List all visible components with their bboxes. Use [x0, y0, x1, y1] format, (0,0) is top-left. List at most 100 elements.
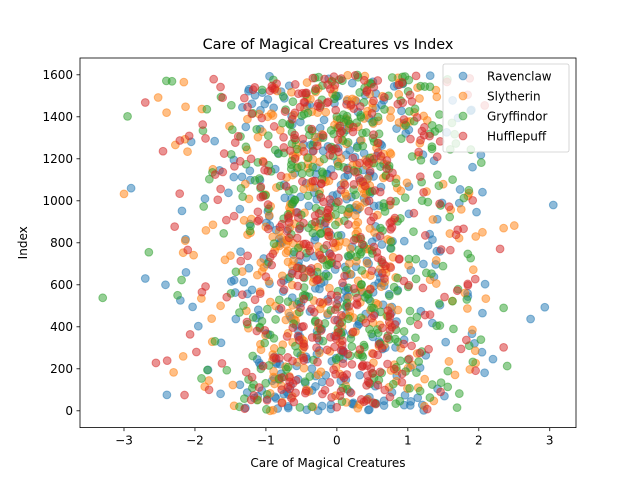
data-point	[277, 219, 287, 229]
data-point	[397, 77, 407, 87]
data-point	[495, 244, 505, 254]
data-point	[98, 293, 108, 303]
data-point	[207, 314, 217, 324]
data-point	[422, 404, 432, 414]
data-point	[386, 237, 396, 247]
data-point	[307, 124, 317, 134]
data-point	[280, 107, 290, 116]
data-point	[260, 325, 270, 335]
data-point	[241, 367, 251, 377]
data-point	[175, 136, 185, 145]
data-point	[229, 211, 239, 221]
data-point	[283, 353, 293, 362]
data-point	[323, 97, 333, 107]
data-point	[471, 232, 481, 241]
data-point	[348, 153, 358, 163]
data-point	[308, 73, 318, 83]
data-point	[384, 291, 394, 301]
data-point	[284, 211, 293, 221]
data-point	[356, 232, 365, 242]
data-point	[248, 312, 258, 322]
data-point	[319, 115, 329, 125]
data-point	[199, 202, 209, 211]
data-point	[461, 335, 471, 345]
data-point	[327, 392, 337, 402]
data-point	[369, 96, 378, 106]
data-point	[480, 279, 490, 289]
data-point	[334, 327, 343, 337]
y-tick-label: 1400	[42, 110, 73, 124]
data-point	[445, 212, 455, 222]
data-point	[265, 297, 275, 307]
data-point	[231, 314, 241, 324]
data-point	[468, 195, 478, 205]
data-point	[358, 141, 368, 151]
data-point	[140, 98, 150, 107]
data-point	[344, 302, 354, 311]
data-point	[459, 193, 469, 203]
data-point	[343, 220, 353, 229]
data-point	[169, 367, 179, 377]
data-point	[301, 239, 311, 249]
data-point	[324, 227, 334, 237]
data-point	[480, 368, 490, 378]
data-point	[348, 122, 358, 132]
data-point	[468, 265, 478, 275]
data-point	[299, 363, 309, 373]
data-point	[257, 113, 267, 123]
data-point	[415, 386, 425, 396]
data-point	[416, 155, 426, 165]
data-point	[349, 284, 359, 293]
data-point	[379, 92, 389, 102]
data-point	[263, 131, 273, 141]
data-point	[478, 308, 487, 318]
data-point	[226, 251, 235, 261]
data-point	[428, 215, 438, 224]
data-point	[213, 195, 223, 205]
data-point	[481, 294, 491, 304]
data-point	[254, 174, 264, 183]
data-point	[305, 372, 315, 381]
data-point	[177, 275, 186, 285]
data-point	[200, 194, 210, 204]
data-point	[431, 256, 441, 265]
data-point	[409, 208, 419, 218]
data-point	[177, 206, 187, 216]
data-point	[258, 361, 268, 371]
data-point	[282, 226, 292, 236]
data-point	[414, 357, 424, 367]
data-point	[180, 390, 189, 400]
data-point	[334, 197, 343, 207]
data-point	[349, 180, 359, 189]
data-point	[406, 396, 416, 406]
data-point	[436, 245, 446, 254]
data-point	[333, 231, 343, 241]
data-point	[218, 167, 228, 177]
data-point	[365, 224, 375, 233]
data-point	[364, 206, 374, 216]
data-point	[330, 342, 339, 352]
data-point	[488, 354, 498, 364]
data-point	[448, 175, 458, 184]
x-tick-label: 3	[546, 434, 554, 448]
data-point	[478, 227, 487, 237]
data-point	[419, 188, 428, 197]
y-tick-label: 800	[50, 236, 73, 250]
legend-marker-ravenclaw	[458, 71, 468, 81]
data-point	[198, 120, 208, 129]
data-point	[191, 347, 201, 357]
legend-label-slytherin: Slytherin	[487, 89, 541, 103]
data-point	[279, 143, 289, 152]
data-point	[179, 77, 189, 87]
data-point	[416, 81, 426, 91]
data-point	[295, 251, 305, 260]
data-point	[399, 276, 409, 286]
data-point	[411, 274, 421, 284]
y-tick-label: 1600	[42, 68, 73, 82]
data-point	[331, 105, 341, 115]
data-point	[322, 345, 332, 355]
data-point	[290, 154, 300, 163]
data-point	[246, 154, 256, 164]
data-point	[382, 333, 392, 343]
